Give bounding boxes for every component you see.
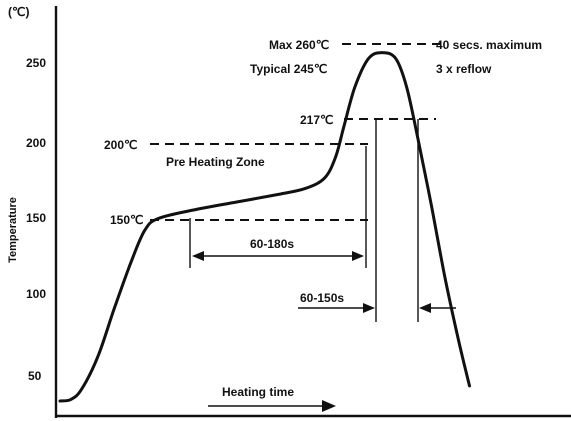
preheat-time-label-bg	[240, 234, 314, 252]
forty-secs-label: 40 secs. maximum	[436, 38, 542, 52]
reflow-time-label: 60-150s	[300, 291, 344, 305]
temperature-profile-line	[58, 51, 471, 403]
heating-time-arrow-head	[322, 400, 336, 412]
reflow-count-label: 3 x reflow	[436, 62, 492, 76]
typical-temp-label: Typical 245℃	[250, 62, 327, 76]
x-axis-label: Heating time	[222, 385, 294, 399]
preheat-arrow-head-right	[352, 251, 364, 261]
reflow-arrow-left-head	[363, 303, 375, 313]
200-label: 200℃	[104, 138, 138, 152]
150-label: 150℃	[110, 213, 144, 227]
preheat-arrow-head-left	[192, 251, 204, 261]
y-tick-label-250: 250	[26, 56, 46, 70]
preheat-zone-label: Pre Heating Zone	[166, 155, 265, 169]
y-tick-label-50: 50	[28, 369, 42, 383]
217-label: 217℃	[300, 113, 334, 127]
y-unit-label: (℃)	[8, 5, 29, 19]
y-tick-label-200: 200	[26, 136, 46, 150]
y-axis-label: Temperature	[7, 197, 19, 263]
y-tick-label-100: 100	[26, 287, 46, 301]
max-temp-label: Max 260℃	[269, 38, 329, 52]
reflow-arrow-right-head	[419, 303, 431, 313]
preheat-time-label: 60-180s	[250, 237, 294, 251]
y-tick-label-150: 150	[26, 211, 46, 225]
